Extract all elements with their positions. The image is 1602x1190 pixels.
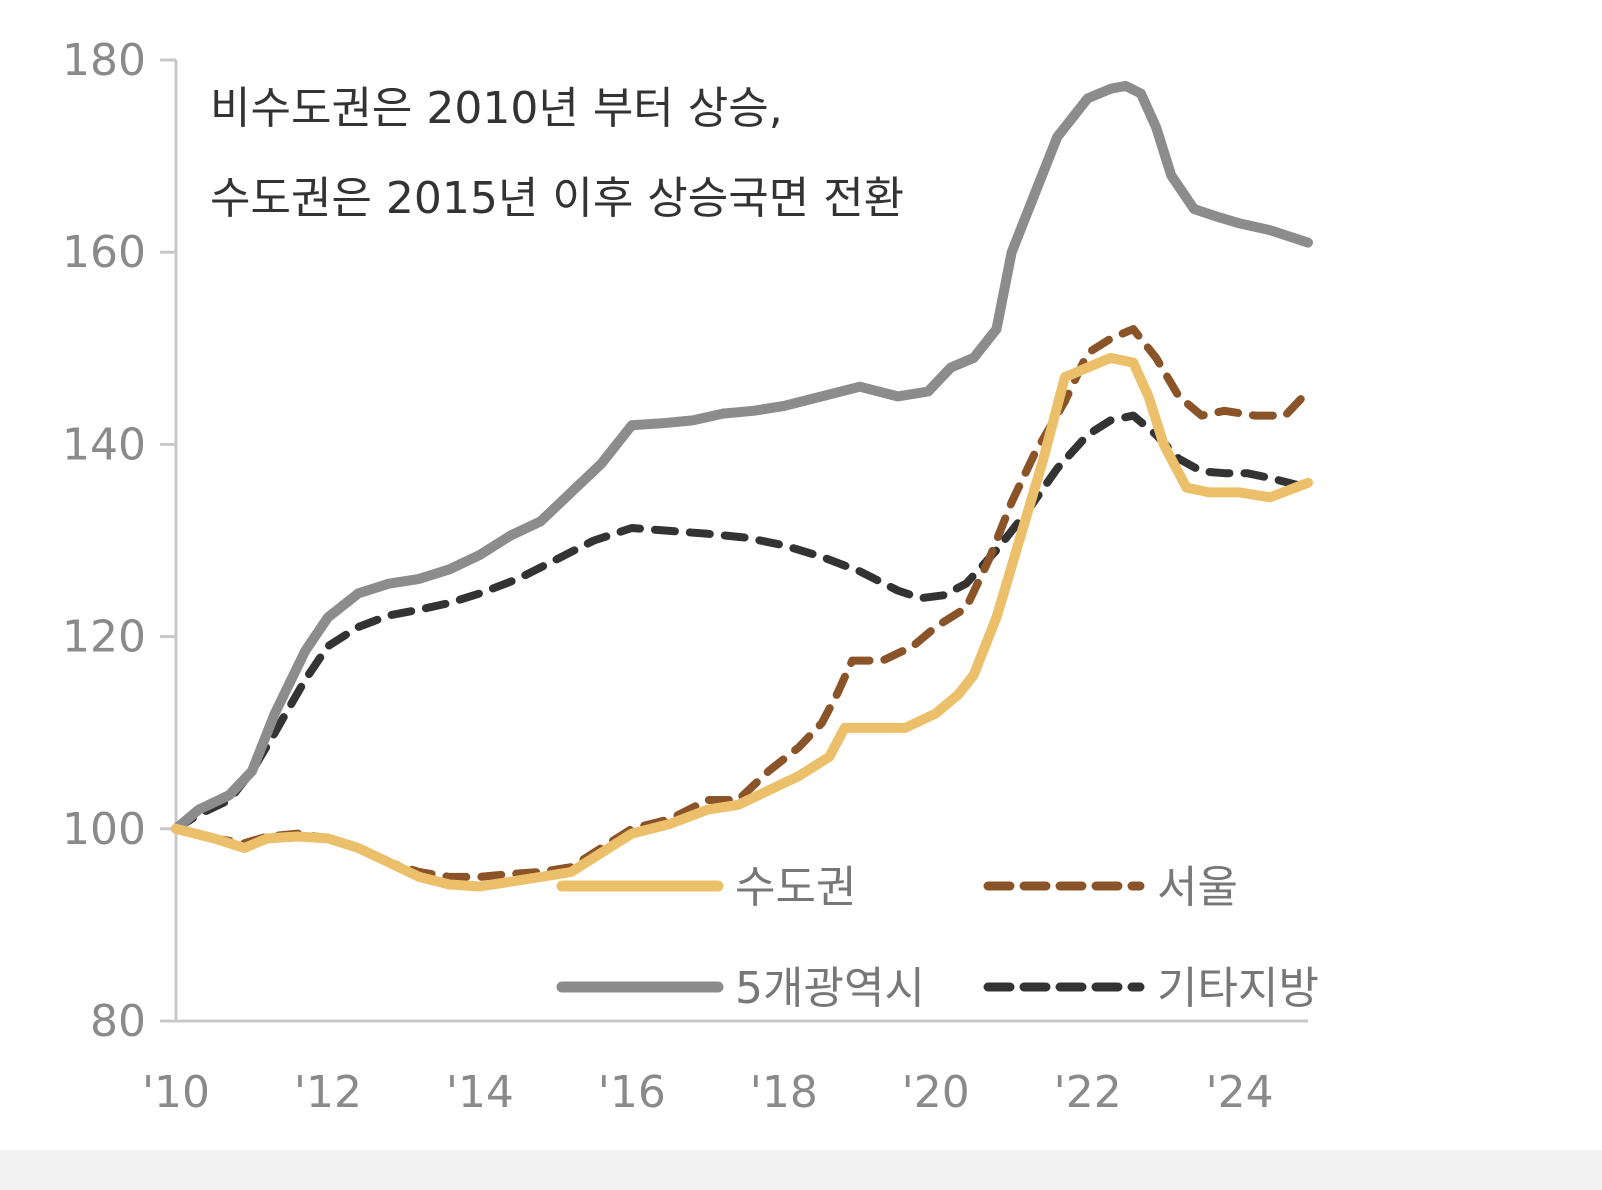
legend-item-other: 기타지방 xyxy=(983,963,1319,1014)
series-line-3 xyxy=(172,411,1312,833)
annotation-line-2: 수도권은 2015년 이후 상승국면 전환 xyxy=(210,173,904,224)
series-lines xyxy=(171,80,1313,892)
legend-label-other: 기타지방 xyxy=(1157,963,1319,1014)
legend-label-seoul: 서울 xyxy=(1157,862,1238,913)
legend-label-metro: 5개광역시 xyxy=(735,963,925,1014)
series-line-0 xyxy=(171,352,1313,892)
x-tick-label: '12 xyxy=(294,1067,362,1118)
x-tick-label: '16 xyxy=(598,1067,666,1118)
y-tick-label: 80 xyxy=(90,996,146,1047)
y-tick-label: 140 xyxy=(62,419,146,470)
legend: 수도권 서울 5개광역시 기타지방 xyxy=(556,862,1319,1014)
y-tick-label: 100 xyxy=(62,804,146,855)
axes xyxy=(160,58,1308,1023)
x-tick-label: '24 xyxy=(1206,1067,1274,1118)
legend-label-sudogwon: 수도권 xyxy=(735,862,856,913)
x-tick-label: '14 xyxy=(446,1067,514,1118)
series-line-2 xyxy=(171,80,1313,834)
x-tick-label: '20 xyxy=(902,1067,970,1118)
y-tick-label: 160 xyxy=(62,227,146,278)
x-tick-label: '18 xyxy=(750,1067,818,1118)
tick-labels: 180 160 140 120 100 80 '10 '12 '14 '16 '18 '20 '22 '2… xyxy=(62,35,1274,1118)
line-chart: 180 160 140 120 100 80 '10 '12 '14 '16 '18 '20 '22 '2… xyxy=(62,35,1319,1118)
annotation: 비수도권은 2010년 부터 상승, 수도권은 2015년 이후 상승국면 전환 xyxy=(210,83,904,224)
legend-item-metro: 5개광역시 xyxy=(556,963,925,1014)
y-tick-label: 180 xyxy=(62,35,146,86)
legend-item-seoul: 서울 xyxy=(983,862,1238,913)
legend-item-sudogwon: 수도권 xyxy=(556,862,856,913)
y-tick-label: 120 xyxy=(62,612,146,663)
bottom-band xyxy=(0,1150,1602,1190)
annotation-line-1: 비수도권은 2010년 부터 상승, xyxy=(210,83,783,134)
x-tick-label: '22 xyxy=(1054,1067,1122,1118)
x-tick-label: '10 xyxy=(142,1067,210,1118)
